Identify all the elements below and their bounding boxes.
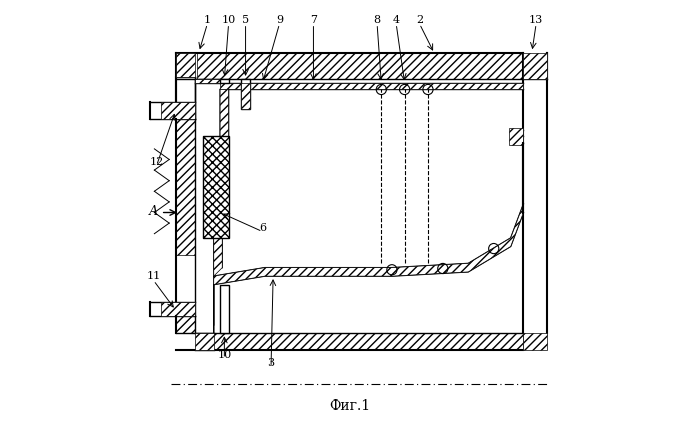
Polygon shape	[161, 103, 194, 120]
Polygon shape	[524, 54, 547, 80]
Polygon shape	[175, 317, 194, 334]
Polygon shape	[214, 204, 524, 334]
Polygon shape	[220, 84, 524, 90]
Polygon shape	[175, 120, 194, 255]
Polygon shape	[197, 54, 524, 80]
Text: 10: 10	[217, 349, 231, 359]
Text: 10: 10	[222, 14, 236, 25]
Text: 5: 5	[242, 14, 249, 25]
Polygon shape	[194, 80, 220, 84]
Polygon shape	[197, 334, 524, 351]
Text: 12: 12	[150, 156, 164, 167]
Bar	[220, 80, 229, 84]
Text: 1: 1	[204, 14, 211, 25]
Text: 7: 7	[310, 14, 317, 25]
Bar	[220, 285, 229, 334]
Text: 11: 11	[146, 271, 161, 281]
Bar	[203, 137, 229, 239]
Text: 8: 8	[373, 14, 381, 25]
Bar	[241, 80, 250, 109]
Polygon shape	[509, 128, 524, 145]
Polygon shape	[524, 334, 547, 351]
Text: 2: 2	[416, 14, 423, 25]
Text: 6: 6	[259, 222, 266, 232]
Polygon shape	[194, 334, 214, 351]
Bar	[203, 137, 229, 239]
Polygon shape	[161, 302, 194, 317]
Polygon shape	[175, 54, 194, 78]
Text: 4: 4	[393, 14, 400, 25]
Text: А: А	[149, 204, 158, 217]
Polygon shape	[241, 84, 250, 109]
Text: 13: 13	[529, 14, 543, 25]
Text: 9: 9	[276, 14, 283, 25]
Polygon shape	[214, 90, 229, 276]
Text: Фиг.1: Фиг.1	[329, 398, 370, 412]
Text: 3: 3	[268, 357, 275, 368]
